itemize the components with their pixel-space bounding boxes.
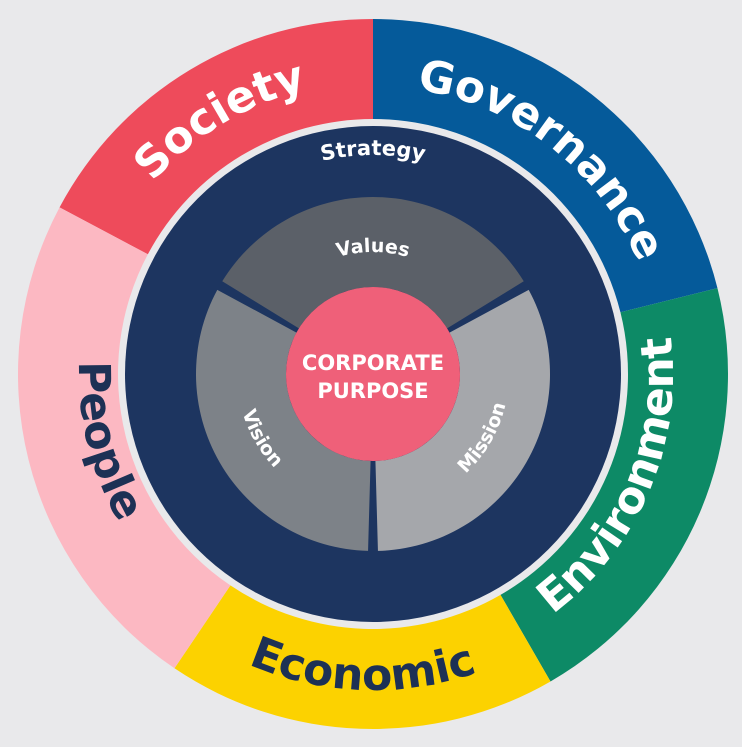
segment-governance [373, 19, 718, 313]
inner-ring [196, 197, 550, 551]
outer-ring [18, 19, 728, 729]
core-label-line1: CORPORATE [302, 351, 444, 375]
segment-society [59, 19, 374, 255]
segment-people [18, 207, 231, 669]
segment-mission [375, 289, 550, 551]
segment-vision [196, 289, 371, 551]
segment-values [222, 197, 524, 329]
core-label-line2: PURPOSE [317, 379, 428, 403]
segment-environment [500, 288, 728, 682]
corporate-purpose-core [286, 287, 460, 461]
segment-economic [174, 585, 551, 729]
